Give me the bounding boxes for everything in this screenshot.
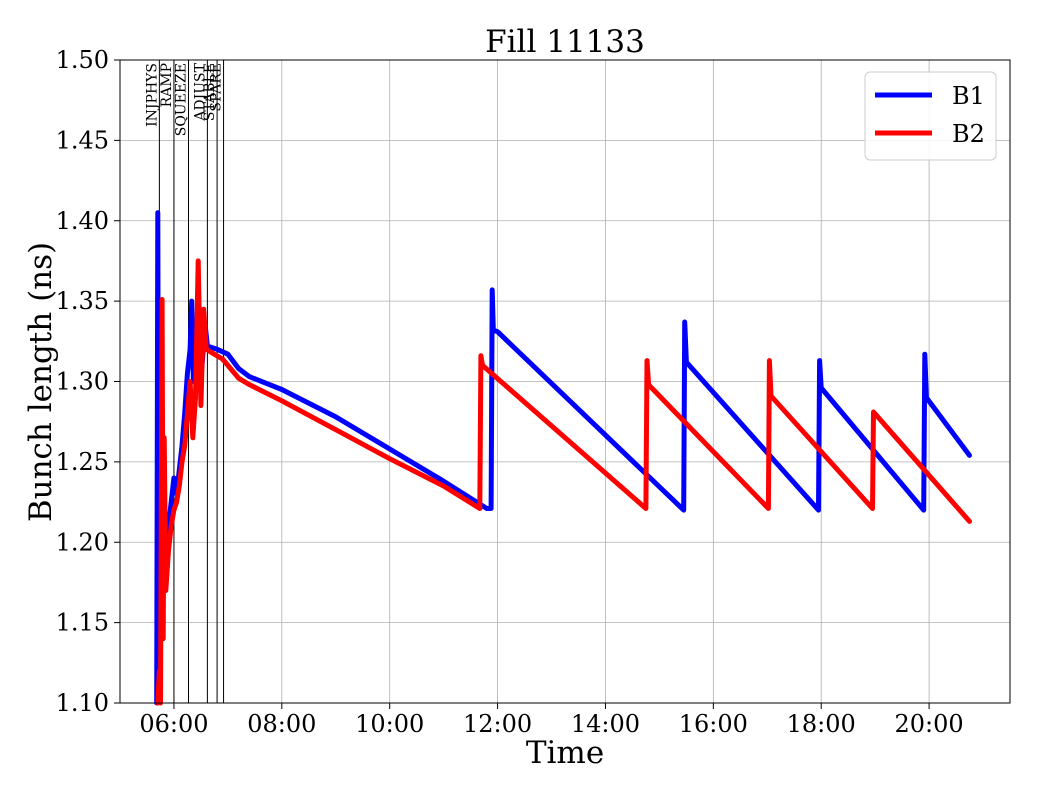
axis-ticks: 06:00 08:00 10:00 12:00 14:00 16:00 18:00 20:00… bbox=[56, 46, 964, 738]
y-tick-label: 1.20 bbox=[56, 528, 109, 556]
y-tick-label: 1.15 bbox=[56, 609, 109, 637]
legend-label-b2: B2 bbox=[952, 120, 985, 148]
x-tick-label: 20:00 bbox=[895, 710, 964, 738]
legend-label-b1: B1 bbox=[952, 82, 985, 110]
x-tick-label: 08:00 bbox=[247, 710, 316, 738]
x-tick-label: 12:00 bbox=[463, 710, 532, 738]
y-tick-label: 1.40 bbox=[56, 207, 109, 235]
series-line-b2 bbox=[155, 258, 972, 706]
x-tick-label: 14:00 bbox=[571, 710, 640, 738]
phase-label-adjust: ADJUST bbox=[192, 62, 208, 121]
phase-label-squeeze: SQUEEZE bbox=[174, 63, 190, 136]
y-tick-label: 1.25 bbox=[56, 448, 109, 476]
x-tick-label: 18:00 bbox=[787, 710, 856, 738]
series-line-b1 bbox=[154, 210, 972, 706]
phase-label-ramp: RAMP bbox=[159, 63, 175, 107]
legend: B1 B2 bbox=[864, 71, 997, 161]
y-tick-label: 1.30 bbox=[56, 368, 109, 396]
y-tick-label: 1.35 bbox=[56, 287, 109, 315]
x-tick-label: 16:00 bbox=[679, 710, 748, 738]
y-axis-title: Bunch length (ns) bbox=[23, 242, 59, 522]
phase-label-stable: STABLE bbox=[202, 63, 218, 121]
x-tick-label: 10:00 bbox=[355, 710, 424, 738]
y-tick-label: 1.50 bbox=[56, 46, 109, 74]
phase-label-spare: SPARE bbox=[209, 63, 225, 112]
chart-title: Fill 11133 bbox=[485, 24, 645, 60]
y-tick-label: 1.45 bbox=[56, 126, 109, 154]
x-tick-label: 06:00 bbox=[139, 710, 208, 738]
x-axis-title: Time bbox=[526, 735, 604, 771]
y-tick-label: 1.10 bbox=[56, 689, 109, 717]
phase-label-injphys: INJPHYS bbox=[144, 63, 160, 127]
series-lines bbox=[154, 210, 972, 706]
